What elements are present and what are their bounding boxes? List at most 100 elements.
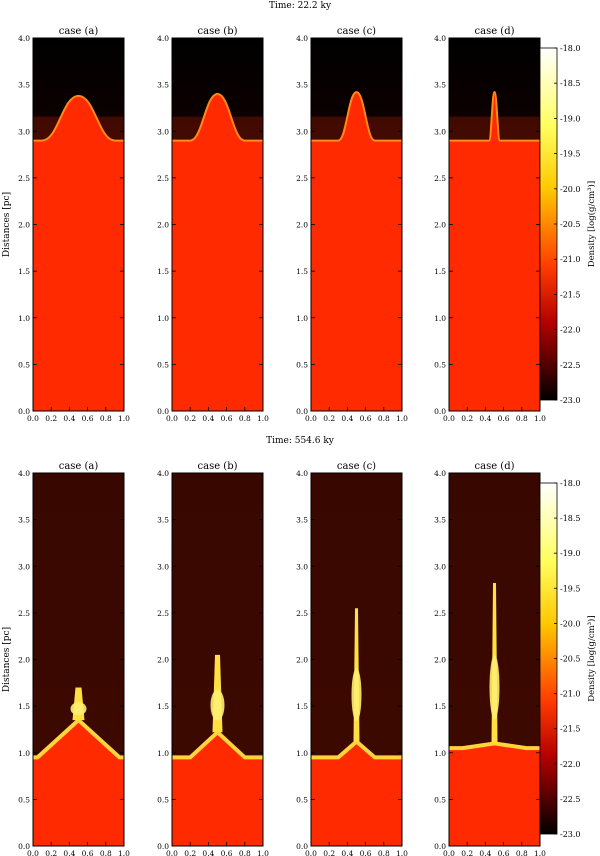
colorbar-tick-label: -22.0	[560, 760, 581, 769]
x-tick-label: 0.4	[341, 414, 353, 423]
y-tick-label: 3.5	[434, 81, 446, 90]
x-tick-label: 0.0	[305, 414, 317, 423]
y-tick-label: 0.0	[434, 842, 446, 851]
y-tick-label: 3.5	[434, 516, 446, 525]
x-tick-label: 0.2	[184, 849, 196, 856]
case-title: case (c)	[337, 26, 376, 37]
y-tick-label: 0.0	[18, 842, 30, 851]
case-title: case (a)	[59, 461, 99, 472]
panel-plot	[33, 38, 124, 411]
y-tick-label: 0.5	[296, 795, 308, 804]
x-tick-label: 0.4	[341, 849, 353, 856]
colorbar-tick-label: -18.5	[560, 79, 581, 88]
time-label: Time: 554.6 ky	[266, 436, 335, 446]
colorbar-tick-label: -21.0	[560, 690, 581, 699]
x-tick-label: 0.8	[378, 414, 390, 423]
y-tick-label: 0.5	[18, 795, 30, 804]
dense-medium	[311, 741, 402, 846]
shock-halo	[172, 93, 263, 141]
y-tick-label: 1.0	[18, 314, 30, 323]
y-tick-label: 2.5	[296, 174, 308, 183]
y-tick-label: 3.5	[18, 81, 30, 90]
colorbar-tick-label: -22.5	[560, 795, 581, 804]
y-tick-label: 3.5	[157, 81, 169, 90]
y-tick-label: 1.5	[157, 702, 169, 711]
x-tick-label: 0.2	[45, 414, 57, 423]
y-tick-label: 3.0	[434, 562, 446, 571]
ionization-front	[33, 94, 124, 142]
y-tick-label: 2.0	[434, 221, 446, 230]
y-tick-label: 3.0	[157, 562, 169, 571]
x-tick-label: 0.4	[479, 414, 491, 423]
y-tick-label: 3.0	[18, 562, 30, 571]
y-tick-label: 3.5	[157, 516, 169, 525]
pillar-blob	[210, 689, 225, 721]
dense-medium	[449, 92, 540, 411]
x-tick-label: 1.0	[257, 849, 269, 856]
x-tick-label: 0.6	[498, 849, 510, 856]
colorbar-tick-label: -22.5	[560, 361, 581, 370]
y-tick-label: 1.5	[296, 267, 308, 276]
y-tick-label: 4.0	[157, 469, 169, 478]
y-tick-label: 2.5	[157, 174, 169, 183]
y-tick-label: 1.0	[434, 749, 446, 758]
x-tick-label: 1.0	[118, 414, 130, 423]
case-title: case (b)	[198, 26, 238, 37]
x-tick-label: 0.0	[27, 414, 39, 423]
x-tick-label: 0.4	[202, 414, 214, 423]
panel-plot	[311, 38, 402, 411]
x-tick-label: 0.4	[63, 849, 75, 856]
y-tick-label: 3.0	[434, 127, 446, 136]
y-tick-label: 2.0	[434, 656, 446, 665]
y-tick-label: 0.5	[434, 360, 446, 369]
y-tick-label: 1.0	[157, 749, 169, 758]
colorbar-tick-label: -21.0	[560, 255, 581, 264]
pillar-blob	[489, 655, 500, 720]
panel-plot	[172, 473, 263, 846]
colorbar-tick-label: -18.0	[560, 44, 581, 53]
case-title: case (c)	[337, 461, 376, 472]
y-tick-label: 2.5	[18, 609, 30, 618]
y-tick-label: 3.0	[296, 127, 308, 136]
y-tick-label: 3.5	[296, 81, 308, 90]
dense-medium	[311, 92, 402, 411]
x-tick-label: 0.6	[360, 414, 372, 423]
x-tick-label: 0.0	[166, 414, 178, 423]
y-tick-label: 2.0	[296, 221, 308, 230]
y-tick-label: 3.5	[296, 516, 308, 525]
y-tick-label: 0.0	[296, 842, 308, 851]
colorbar-tick-label: -18.0	[560, 479, 581, 488]
x-tick-label: 0.2	[323, 414, 335, 423]
x-tick-label: 0.4	[479, 849, 491, 856]
x-tick-label: 1.0	[118, 849, 130, 856]
x-tick-label: 0.6	[360, 849, 372, 856]
x-tick-label: 0.2	[184, 414, 196, 423]
y-axis-label: Distances [pc]	[2, 627, 12, 692]
ionization-front	[311, 91, 402, 142]
colorbar-tick-label: -21.5	[560, 725, 581, 734]
colorbar-tick-label: -20.5	[560, 220, 581, 229]
colorbar-label: Density [log(g/cm³)]	[586, 615, 597, 701]
x-tick-label: 1.0	[257, 414, 269, 423]
y-tick-label: 2.0	[296, 656, 308, 665]
panel-plot	[172, 38, 263, 411]
y-tick-label: 1.0	[157, 314, 169, 323]
y-tick-label: 4.0	[434, 34, 446, 43]
y-tick-label: 0.0	[434, 407, 446, 416]
x-tick-label: 0.2	[461, 849, 473, 856]
dense-medium	[33, 720, 124, 846]
x-tick-label: 0.4	[63, 414, 75, 423]
y-tick-label: 4.0	[18, 469, 30, 478]
y-tick-label: 0.5	[434, 795, 446, 804]
panel-plot	[449, 473, 540, 846]
colorbar-tick-label: -20.5	[560, 655, 581, 664]
dense-medium	[449, 743, 540, 846]
y-tick-label: 1.5	[434, 267, 446, 276]
x-tick-label: 1.0	[396, 414, 408, 423]
y-tick-label: 4.0	[434, 469, 446, 478]
y-tick-label: 1.5	[18, 702, 30, 711]
y-tick-label: 0.0	[157, 842, 169, 851]
x-tick-label: 1.0	[534, 414, 546, 423]
y-tick-label: 1.5	[296, 702, 308, 711]
y-axis-label: Distances [pc]	[2, 192, 12, 257]
